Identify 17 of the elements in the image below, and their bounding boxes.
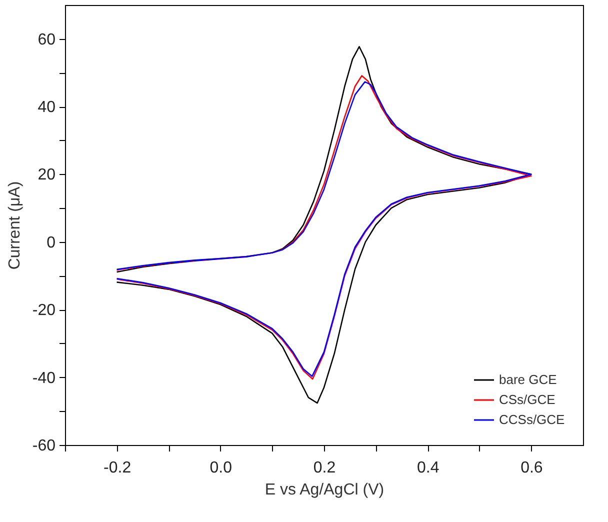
x-tick-label: 0.2 [313, 460, 336, 476]
y-tick-label: 60 [38, 31, 56, 48]
x-tick-label: 0.6 [520, 460, 543, 476]
y-tick-label: -60 [32, 438, 56, 454]
y-tick-label: 20 [38, 166, 56, 184]
x-tick-label: 0.4 [416, 460, 440, 476]
x-axis-title: E vs Ag/AgCl (V) [264, 482, 384, 498]
y-tick-label: -40 [32, 370, 56, 387]
legend-label: CCSs/GCE [499, 412, 566, 427]
y-tick-label: 0 [46, 234, 56, 252]
y-tick-label: 40 [38, 99, 56, 116]
x-tick-label: 0.0 [210, 460, 232, 476]
x-tick-label: -0.2 [104, 460, 132, 476]
y-tick-label: -20 [32, 302, 56, 320]
legend-label: CSs/GCE [499, 392, 556, 407]
y-axis-title: Current (μA) [6, 181, 24, 270]
legend-label: bare GCE [499, 372, 558, 387]
